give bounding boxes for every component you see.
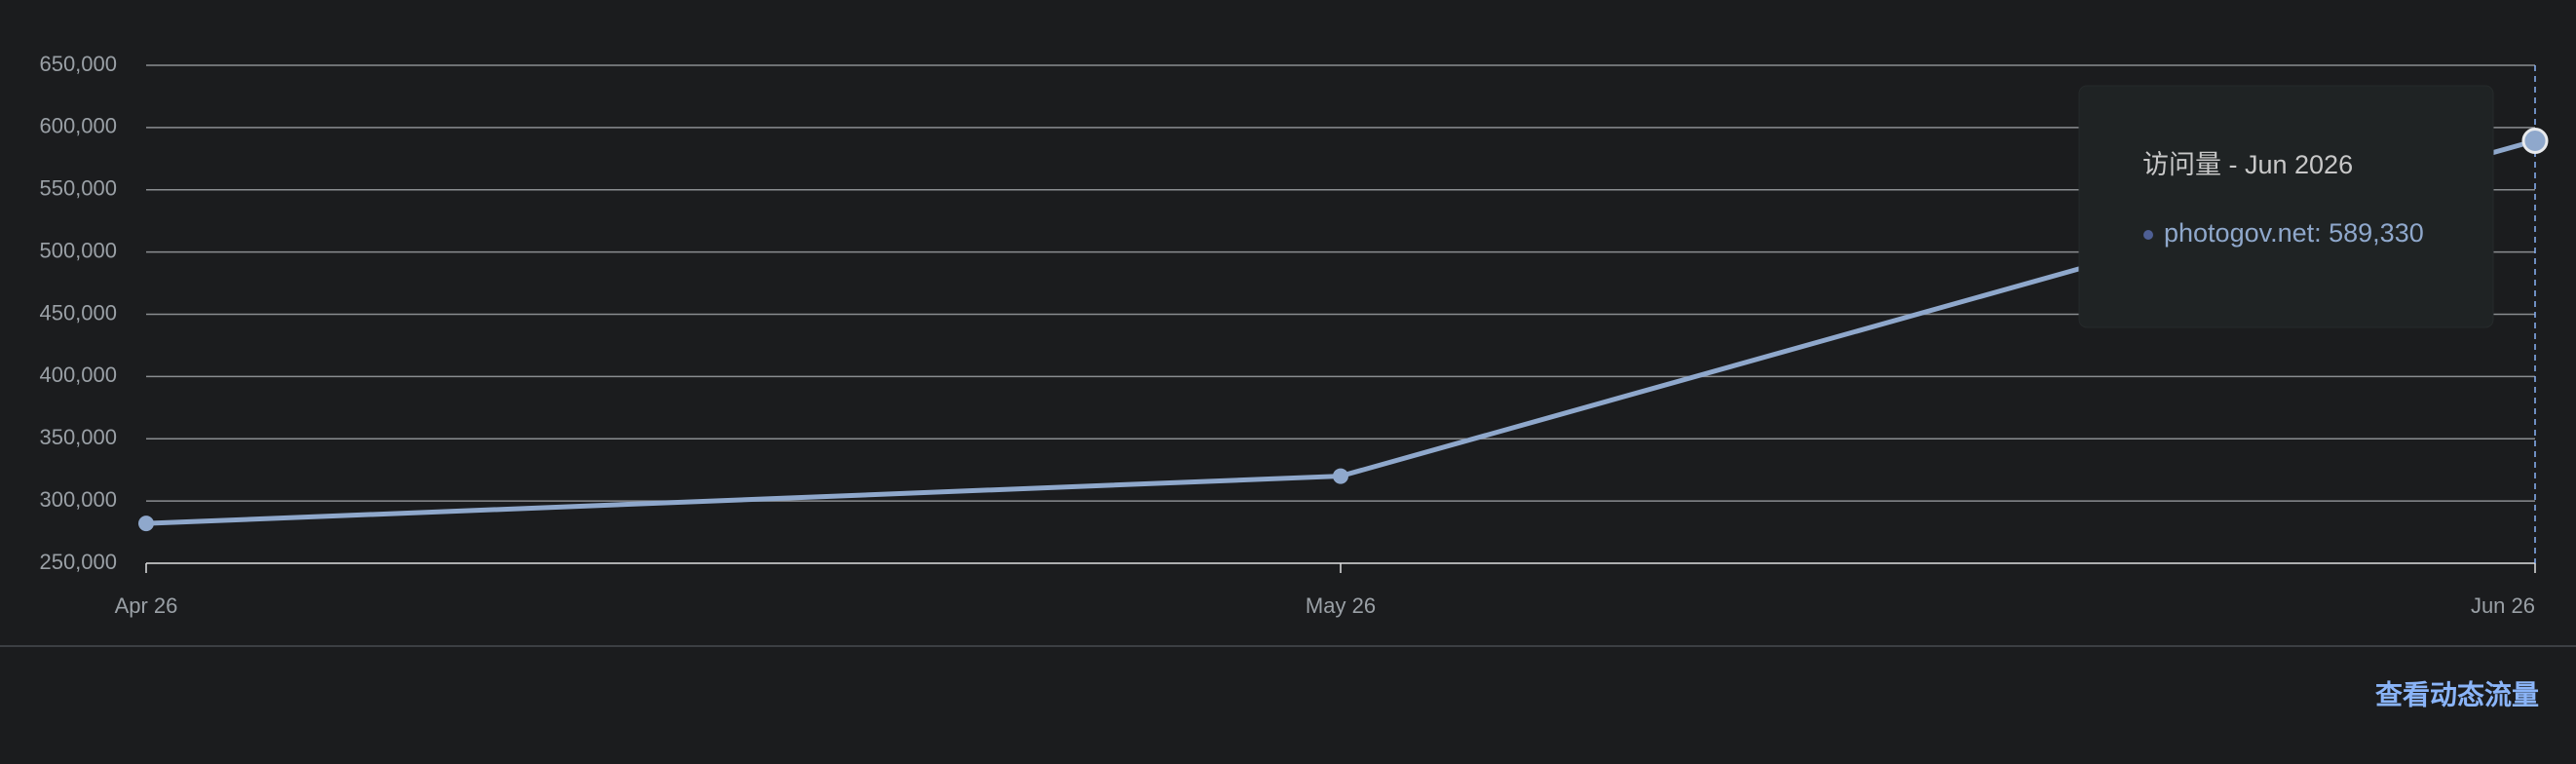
y-tick-label: 300,000 — [39, 487, 117, 512]
tooltip-dot — [2143, 230, 2153, 240]
y-tick-label: 400,000 — [39, 363, 117, 387]
x-tick-label: Jun 26 — [2471, 593, 2535, 618]
y-tick-label: 550,000 — [39, 176, 117, 201]
data-point — [1333, 468, 1348, 484]
y-tick-label: 250,000 — [39, 550, 117, 574]
tooltip-box — [2078, 85, 2494, 328]
traffic-link[interactable]: 查看动态流量 — [2375, 679, 2539, 709]
y-tick-label: 350,000 — [39, 425, 117, 449]
tooltip-title: 访问量 - Jun 2026 — [2142, 150, 2353, 179]
tooltip: 访问量 - Jun 2026 photogov.net: 589,330 — [2078, 85, 2494, 328]
x-tick-label: May 26 — [1306, 593, 1376, 618]
y-tick-label: 450,000 — [39, 300, 117, 325]
x-tick-label: Apr 26 — [115, 593, 178, 618]
y-tick-label: 500,000 — [39, 238, 117, 262]
tooltip-entry: photogov.net: 589,330 — [2164, 218, 2424, 248]
data-point — [138, 516, 154, 532]
y-tick-label: 600,000 — [39, 114, 117, 138]
y-tick-label: 650,000 — [39, 52, 117, 76]
data-point — [2521, 128, 2549, 155]
grid: 250,000 300,000 350,000 400,000 450,000 500,0… — [39, 52, 2536, 618]
